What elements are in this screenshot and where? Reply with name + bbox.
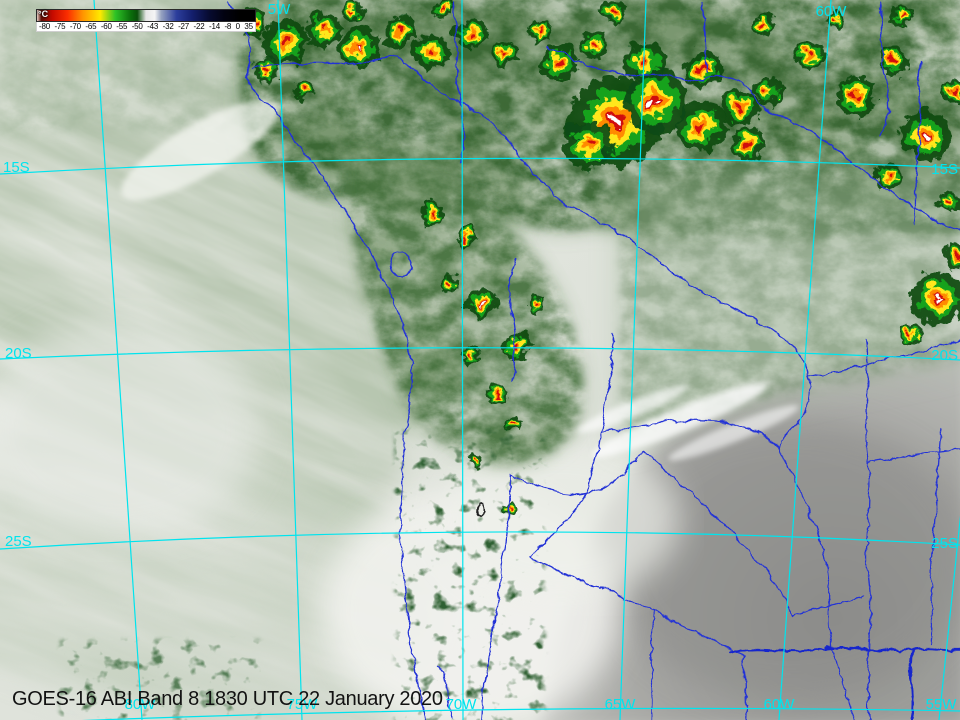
meridian-60w — [778, 0, 832, 720]
salt-flat-mark — [474, 502, 483, 516]
rivers — [726, 644, 960, 720]
meridian-80w — [93, 0, 143, 720]
lon-label-70w-bottom: 70W — [445, 696, 477, 713]
colorbar-unit-label: °C — [38, 9, 49, 19]
coastline — [225, 0, 425, 720]
colorbar-tick: -65 — [85, 21, 97, 31]
lat-label-20s-left: 20S — [5, 345, 32, 362]
temperature-colorbar: °C -80 -75 -70 -65 -60 -55 -50 -43 -32 -… — [36, 9, 256, 32]
lon-label-75w-top: 5W — [267, 1, 291, 18]
lat-label-25s-left: 25S — [5, 533, 32, 550]
political-boundaries — [225, 0, 960, 720]
cloud-filaments — [120, 99, 799, 461]
meridian-75w — [277, 0, 303, 720]
lon-label-65w-bottom: 65W — [604, 696, 636, 713]
lon-label-80w-bottom: 80W — [124, 696, 156, 713]
parallel-20s — [0, 347, 960, 361]
colorbar-gradient — [36, 9, 256, 22]
lat-label-15s-right: 15S — [931, 161, 958, 178]
colorbar-tick: -32 — [162, 21, 174, 31]
lat-label-25s-right: 25S — [931, 535, 958, 552]
colorbar-tick: -14 — [208, 21, 220, 31]
dry-air-region — [541, 332, 960, 720]
image-caption: GOES-16 ABI Band 8 1830 UTC 22 January 2… — [12, 688, 443, 710]
colorbar-tick: -70 — [69, 21, 81, 31]
colorbar-tick: -75 — [54, 21, 66, 31]
colorbar-tick-labels: -80 -75 -70 -65 -60 -55 -50 -43 -32 -27 … — [36, 22, 256, 32]
lon-label-75w-bottom: 75W — [286, 696, 318, 713]
colorbar-tick: -80 — [39, 21, 50, 31]
lon-label-60w-top: 60W — [815, 3, 847, 20]
colorbar-tick: -50 — [131, 21, 143, 31]
parallel-30s — [81, 707, 960, 720]
colorbar-tick: -55 — [116, 21, 128, 31]
lon-label-55w-bottom: 55W — [925, 696, 957, 713]
parallel-15s — [0, 157, 960, 175]
lat-label-15s-left: 15S — [3, 159, 30, 176]
lon-label-60w-bottom: 60W — [763, 696, 795, 713]
parallel-25s — [0, 531, 960, 550]
colorbar-tick: -60 — [100, 21, 112, 31]
lat-label-20s-right: 20S — [931, 347, 958, 364]
colorbar-tick: -27 — [178, 21, 190, 31]
colorbar-tick: 0 — [235, 21, 240, 31]
meridian-55w — [938, 515, 960, 720]
lake-titicaca — [387, 249, 411, 276]
meridian-70w — [461, 0, 464, 720]
colorbar-tick: -43 — [147, 21, 159, 31]
colorbar-tick: -22 — [193, 21, 205, 31]
colorbar-tick: 35 — [244, 21, 253, 31]
meridian-65w — [619, 0, 647, 720]
colorbar-tick: -8 — [224, 21, 232, 31]
